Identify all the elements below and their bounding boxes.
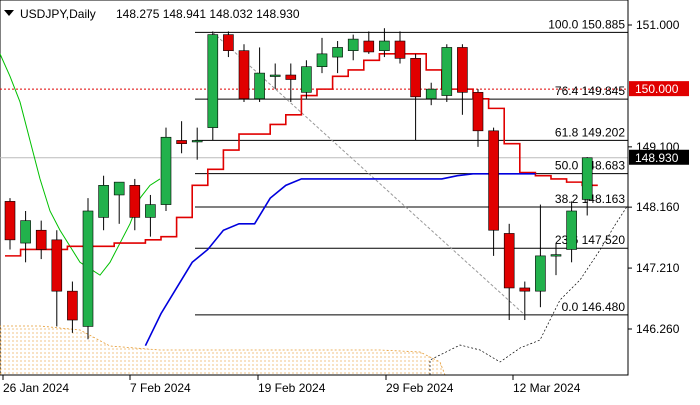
fib-label: 100.0 150.885 (548, 17, 625, 31)
candle-body (441, 47, 453, 96)
candle-body (4, 201, 16, 241)
price-tag (629, 149, 689, 165)
candle-body (207, 34, 219, 128)
candle-body (503, 233, 515, 289)
candle-body (301, 66, 312, 93)
candle-body (425, 88, 437, 100)
candle-body (160, 136, 172, 205)
x-tick-label: 7 Feb 2024 (130, 381, 191, 395)
x-tick-label: 19 Feb 2024 (258, 381, 326, 395)
ma-mid-line (5, 53, 598, 257)
fib-label: 0.0 146.480 (562, 300, 626, 314)
x-tick-label: 26 Jan 2024 (3, 381, 69, 395)
candle-body (82, 210, 94, 327)
candle-body (550, 254, 562, 257)
candle-body (176, 140, 187, 144)
candle-body (363, 40, 375, 53)
candle-body (285, 74, 297, 80)
candle-body (581, 157, 593, 200)
y-tick-label: 148.160 (636, 200, 680, 214)
candle-body (472, 92, 484, 132)
candle-body (223, 34, 234, 51)
candle-body (488, 130, 499, 231)
candle-body (410, 58, 421, 98)
ma-slow-line (144, 172, 536, 347)
price-tag-label: 150.000 (635, 82, 679, 96)
cloud-area-left (0, 325, 446, 376)
fib-label: 76.4 149.845 (555, 84, 625, 98)
ohlc-label: 148.275 148.941 148.032 148.930 (116, 7, 300, 21)
cloud-area-right (429, 203, 629, 376)
candle-body (316, 53, 328, 67)
price-tag-label: 148.930 (635, 151, 679, 165)
candle-body (347, 38, 359, 51)
candle-body (519, 287, 531, 292)
candle-body (67, 290, 78, 321)
symbol-label: USDJPY,Daily (20, 7, 96, 21)
candle-body (457, 47, 468, 93)
candle-body (394, 40, 406, 59)
fib-label: 23.6 147.520 (555, 233, 625, 247)
candle-body (566, 210, 577, 250)
candle-body (129, 185, 141, 218)
candle-body (332, 47, 343, 58)
candle-body (20, 220, 31, 244)
x-tick-label: 12 Mar 2024 (513, 381, 581, 395)
y-tick-label: 151.000 (636, 18, 680, 32)
candle-body (191, 140, 203, 143)
y-tick-label: 147.210 (636, 261, 680, 275)
candle-body (145, 204, 156, 218)
x-tick-label: 29 Feb 2024 (386, 381, 454, 395)
candle-body (98, 185, 109, 218)
candle-body (113, 181, 125, 196)
fib-label: 61.8 149.202 (555, 125, 625, 139)
y-tick-label: 146.260 (636, 322, 680, 336)
candle-body (35, 229, 47, 250)
candle-body (51, 239, 63, 292)
candle-body (379, 40, 390, 51)
symbol-dropdown-icon[interactable] (4, 10, 14, 16)
price-tag (629, 81, 689, 97)
candle-body (254, 72, 265, 100)
candle-body (238, 50, 250, 100)
candle-body (535, 255, 546, 292)
candle-body (269, 74, 281, 77)
